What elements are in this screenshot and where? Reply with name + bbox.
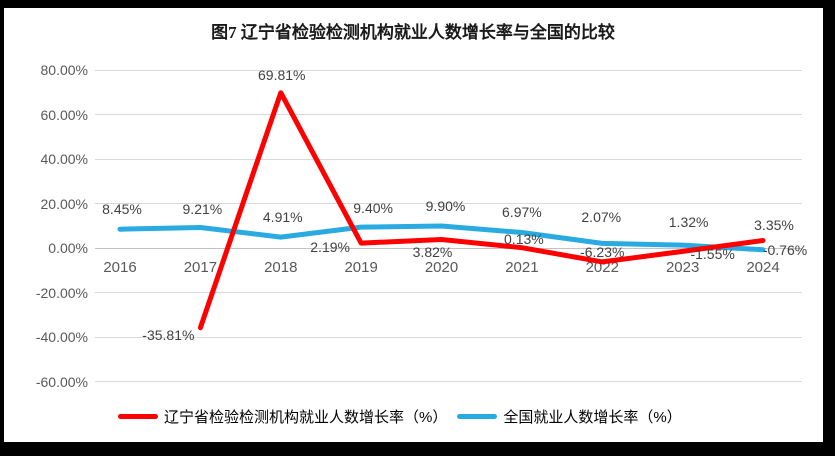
frame-border-right bbox=[823, 0, 835, 456]
gridline bbox=[95, 247, 802, 249]
chart-title: 图7 辽宁省检验检测机构就业人数增长率与全国的比较 bbox=[211, 23, 615, 42]
data-label: 9.90% bbox=[425, 197, 466, 214]
gridline bbox=[95, 336, 802, 338]
x-axis-label-2020: 2020 bbox=[424, 259, 459, 276]
gridline bbox=[95, 203, 802, 204]
national-growth-line[interactable] bbox=[117, 223, 766, 253]
x-axis-label-2017: 2017 bbox=[183, 259, 218, 276]
y-axis-label: 60.00% bbox=[40, 106, 88, 123]
data-label: 0.13% bbox=[504, 230, 544, 247]
y-axis-label: -40.00% bbox=[35, 329, 88, 345]
frame-border-left bbox=[0, 0, 4, 456]
legend-item-liaoning[interactable]: 辽宁省检验检测机构就业人数增长率（%） bbox=[118, 406, 447, 427]
legend: 辽宁省检验检测机构就业人数增长率（%） 全国就业人数增长率（%） bbox=[118, 406, 682, 427]
x-axis-label-2023: 2023 bbox=[665, 259, 700, 276]
gridline bbox=[95, 292, 802, 293]
data-label: 4.91% bbox=[262, 209, 303, 226]
legend-label-national: 全国就业人数增长率（%） bbox=[503, 409, 682, 426]
data-label: 9.21% bbox=[182, 200, 223, 217]
gridline bbox=[95, 158, 802, 160]
frame-border-top bbox=[0, 0, 835, 8]
x-axis-label-2019: 2019 bbox=[344, 259, 378, 276]
y-axis-label: 20.00% bbox=[40, 195, 88, 212]
data-label: 3.82% bbox=[412, 243, 453, 260]
data-label: 2.07% bbox=[581, 209, 622, 226]
red-line-swatch-icon bbox=[118, 414, 158, 419]
x-axis-label-2018: 2018 bbox=[264, 259, 298, 276]
blue-line-swatch-icon bbox=[457, 414, 498, 419]
data-label: -35.81% bbox=[142, 326, 195, 343]
data-label: -1.55% bbox=[690, 246, 735, 263]
data-label: -0.76% bbox=[762, 241, 808, 258]
x-axis-label-2021: 2021 bbox=[505, 259, 539, 276]
x-axis-label-2024: 2024 bbox=[746, 259, 780, 276]
data-label: 3.35% bbox=[754, 216, 794, 233]
y-axis-label: 40.00% bbox=[40, 151, 88, 167]
y-axis-label: -60.00% bbox=[35, 373, 88, 390]
gridline bbox=[95, 69, 802, 71]
legend-item-national[interactable]: 全国就业人数增长率（%） bbox=[457, 406, 682, 427]
x-axis-label-2016: 2016 bbox=[103, 259, 137, 276]
data-label: 8.45% bbox=[102, 201, 142, 218]
gridline bbox=[95, 114, 802, 115]
data-label: 2.19% bbox=[310, 239, 350, 256]
data-label: 9.40% bbox=[353, 200, 393, 217]
data-label: -6.23% bbox=[580, 243, 625, 260]
y-axis-label: 0.00% bbox=[48, 240, 88, 256]
data-label: 1.32% bbox=[668, 214, 709, 231]
gridline bbox=[95, 381, 802, 382]
liaoning-growth-line[interactable] bbox=[197, 90, 766, 331]
y-axis-label: 80.00% bbox=[40, 62, 88, 78]
y-axis-label: -20.00% bbox=[35, 284, 88, 301]
data-label: 6.97% bbox=[502, 204, 542, 221]
legend-label-liaoning: 辽宁省检验检测机构就业人数增长率（%） bbox=[164, 409, 448, 426]
data-label: 69.81% bbox=[258, 66, 306, 83]
frame-border-bottom bbox=[0, 442, 835, 456]
